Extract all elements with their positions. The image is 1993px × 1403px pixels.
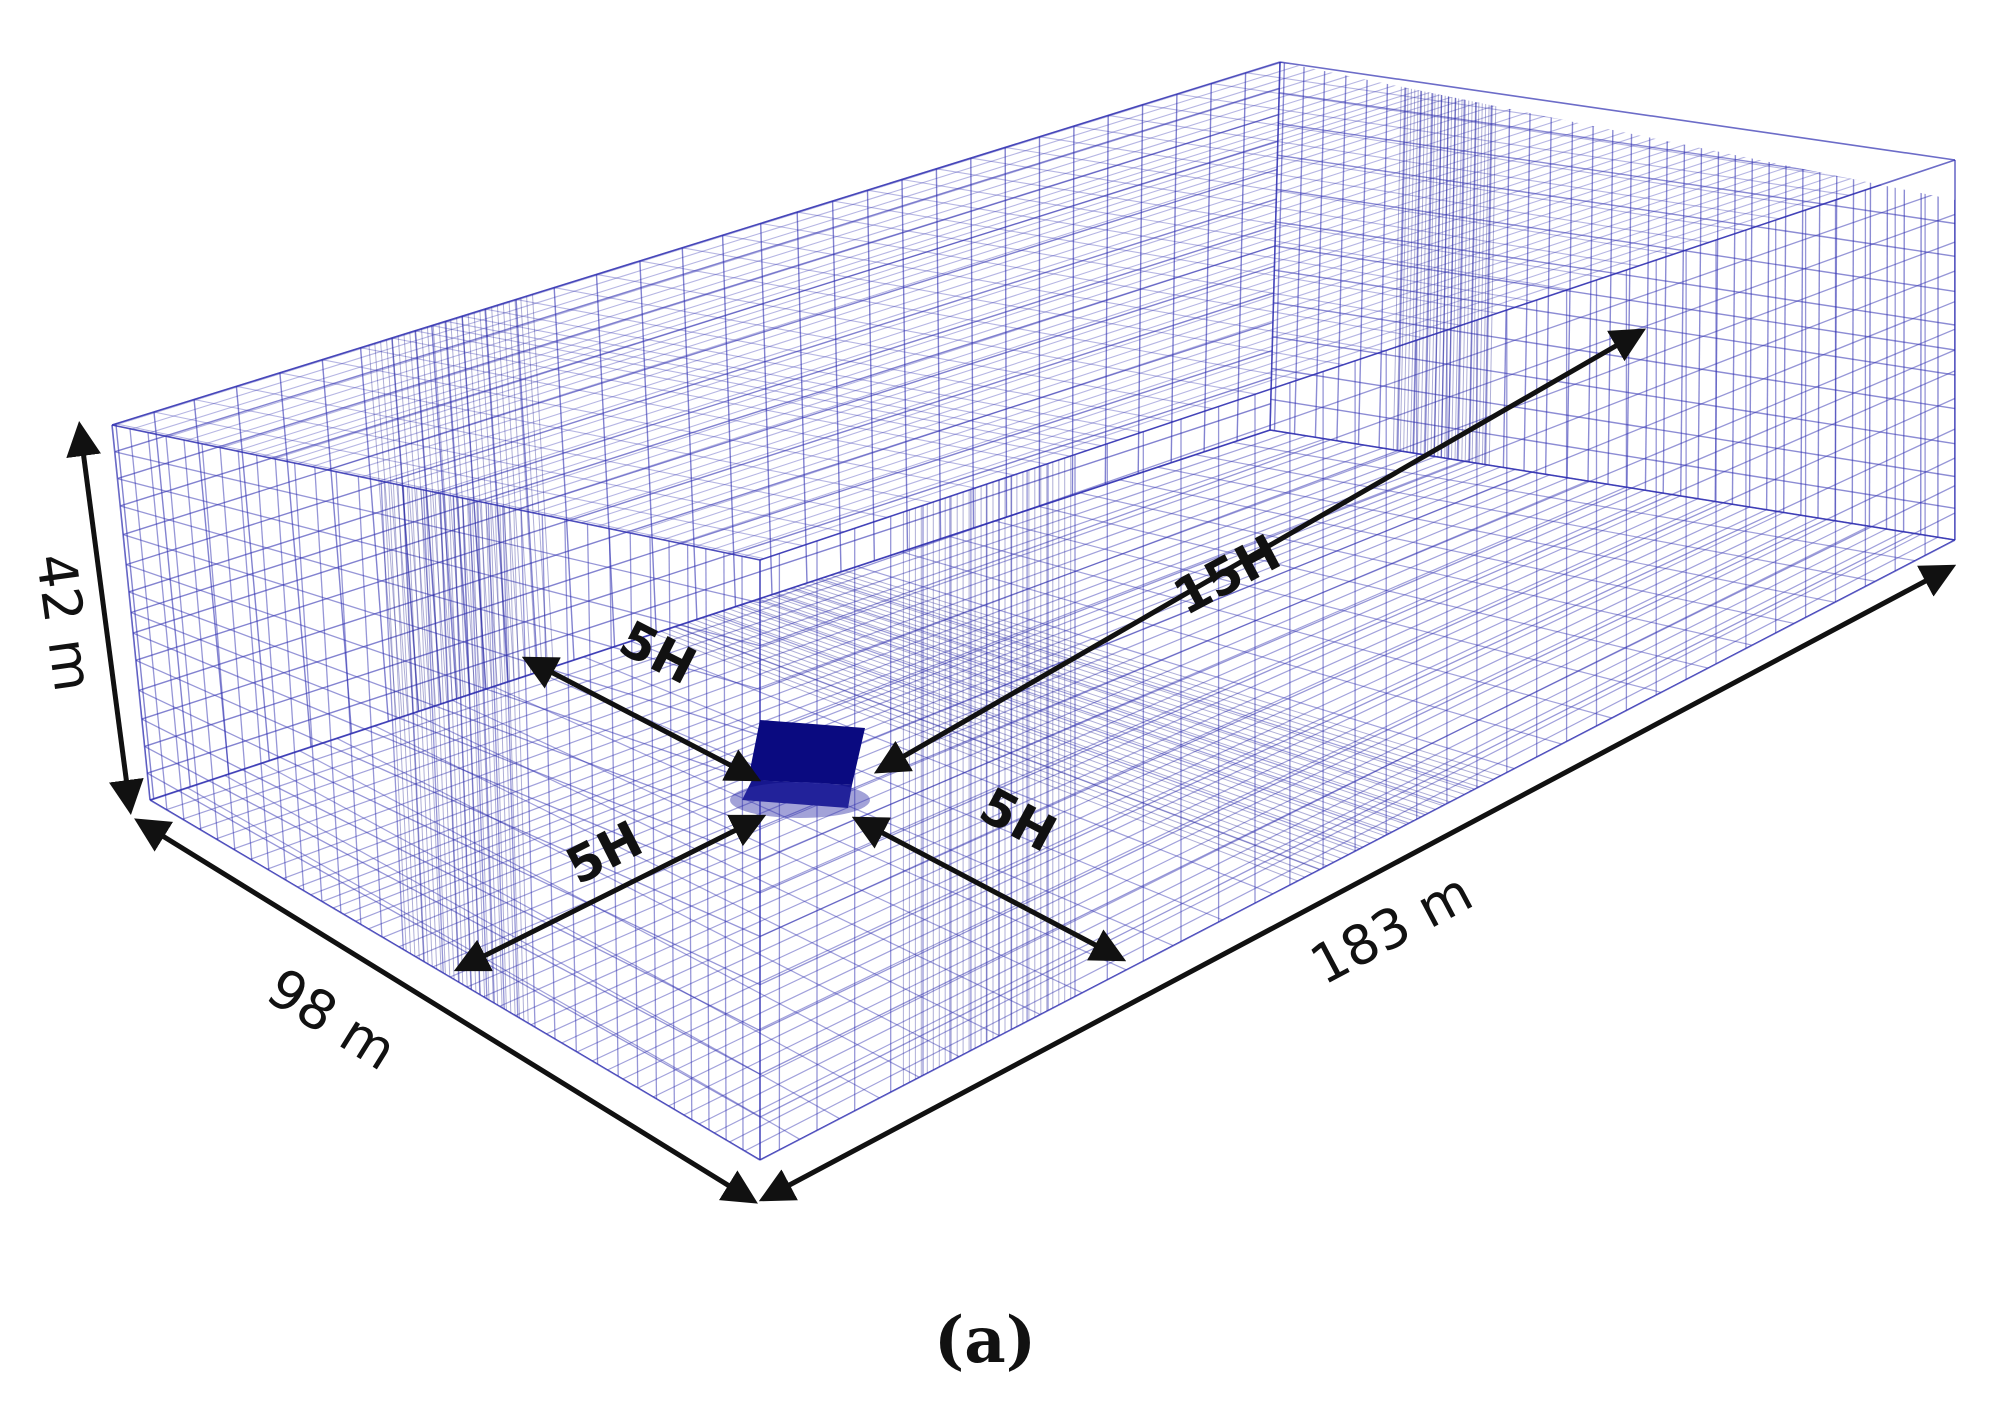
- dimension-arrows: [66, 328, 1957, 1204]
- height-label: 42 m: [23, 549, 105, 695]
- side-right-arrow: [851, 816, 1127, 962]
- length-arrow: [758, 564, 1957, 1202]
- side-right-label: 5H: [971, 776, 1066, 863]
- downstream-label: 15H: [1164, 523, 1290, 627]
- downstream-arrow: [873, 328, 1647, 774]
- upstream-label: 5H: [610, 610, 705, 696]
- figure-caption: (a): [934, 1303, 1036, 1378]
- height-arrow: [66, 421, 144, 815]
- side-left-arrow: [453, 814, 767, 972]
- length-label: 183 m: [1300, 860, 1482, 997]
- upstream-arrow: [521, 656, 762, 782]
- building: [730, 720, 870, 818]
- width-arrow: [134, 818, 758, 1204]
